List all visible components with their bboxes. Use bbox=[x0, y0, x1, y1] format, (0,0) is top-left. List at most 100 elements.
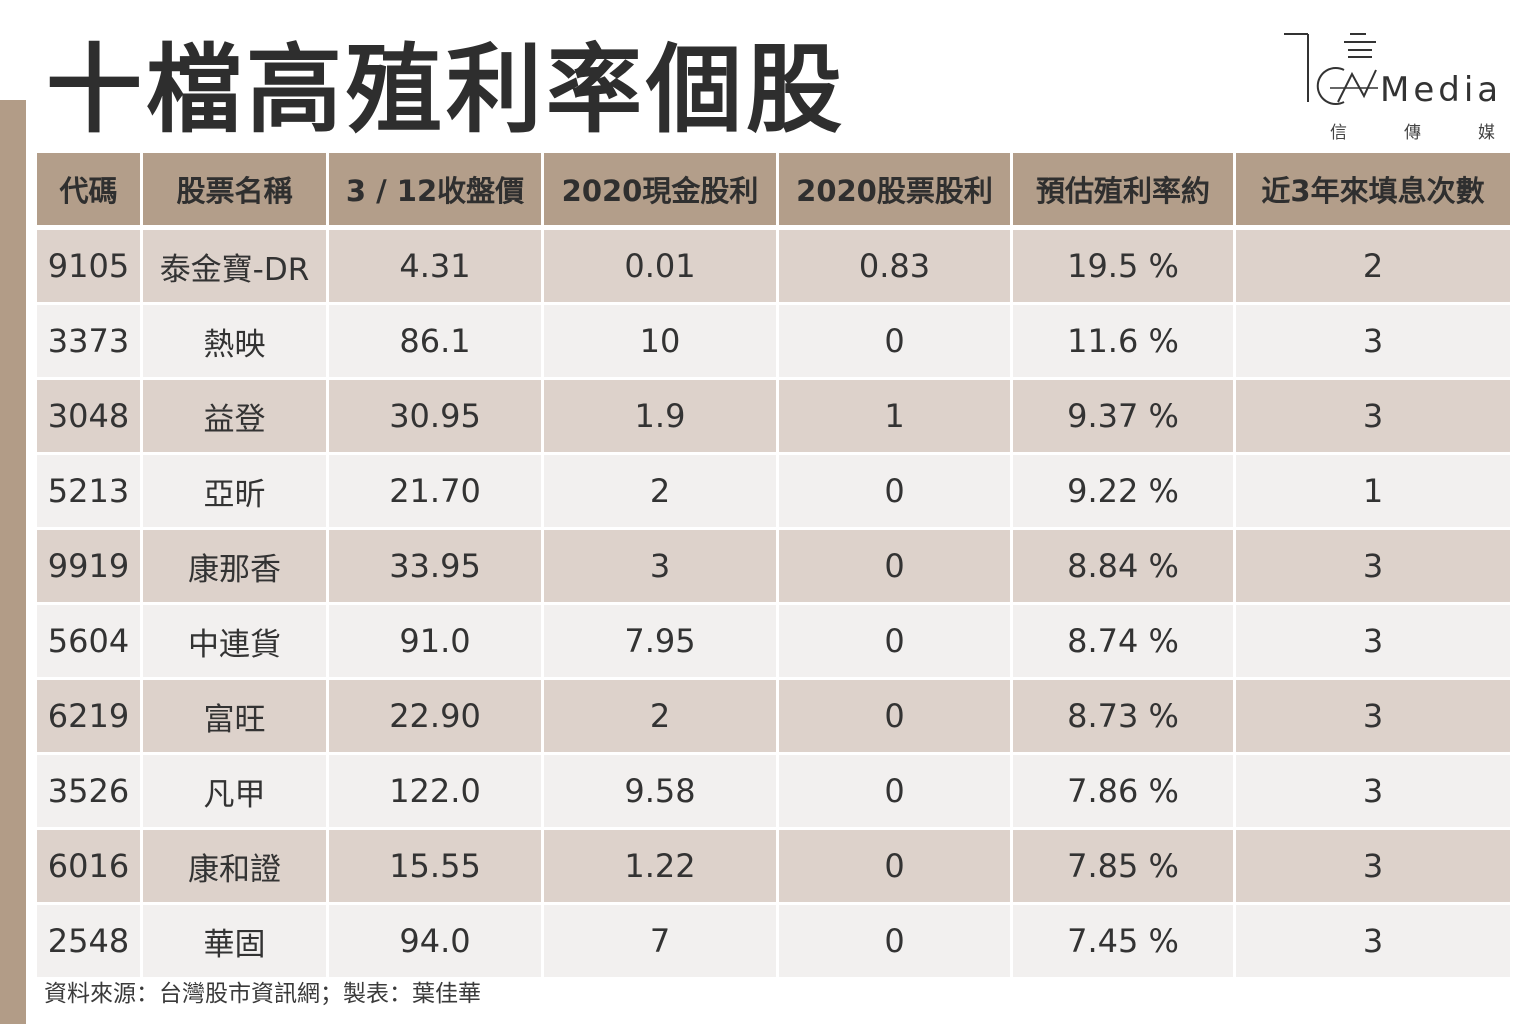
fill-count-cell: 3 bbox=[1236, 905, 1510, 980]
cash-dividend-cell: 7.95 bbox=[544, 605, 779, 680]
fill-count-cell: 3 bbox=[1236, 305, 1510, 380]
stock-name-cell: 華固 bbox=[143, 905, 329, 980]
close-price-cell: 122.0 bbox=[329, 755, 544, 830]
fill-count-cell: 3 bbox=[1236, 680, 1510, 755]
yield-cell: 9.37 % bbox=[1013, 380, 1236, 455]
stock-code-cell: 5213 bbox=[37, 455, 143, 530]
stock-name-cell: 中連貨 bbox=[143, 605, 329, 680]
logo-chinese-name: 信 傳 媒 bbox=[1330, 118, 1495, 143]
yield-cell: 19.5 % bbox=[1013, 230, 1236, 305]
cash-dividend-cell: 9.58 bbox=[544, 755, 779, 830]
fill-count-cell: 3 bbox=[1236, 830, 1510, 905]
stock-dividend-cell: 1 bbox=[779, 380, 1013, 455]
stock-dividend-cell: 0 bbox=[779, 905, 1013, 980]
fill-count-cell: 3 bbox=[1236, 530, 1510, 605]
source-note: 資料來源：台灣股市資訊網；製表：葉佳華 bbox=[44, 981, 481, 1007]
table-row: 9105 泰金寶-DR 4.31 0.01 0.83 19.5 % 2 bbox=[37, 230, 1510, 305]
stock-code-cell: 9105 bbox=[37, 230, 143, 305]
dividend-table-container: 代碼 股票名稱 3 / 12收盤價 2020現金股利 2020股票股利 預估殖利… bbox=[37, 153, 1510, 980]
close-price-cell: 33.95 bbox=[329, 530, 544, 605]
stock-name-cell: 熱映 bbox=[143, 305, 329, 380]
stock-dividend-cell: 0 bbox=[779, 755, 1013, 830]
yield-cell: 11.6 % bbox=[1013, 305, 1236, 380]
column-header: 預估殖利率約 bbox=[1013, 153, 1236, 230]
yield-cell: 7.45 % bbox=[1013, 905, 1236, 980]
table-row: 3048 益登 30.95 1.9 1 9.37 % 3 bbox=[37, 380, 1510, 455]
stock-dividend-cell: 0 bbox=[779, 305, 1013, 380]
cash-dividend-cell: 10 bbox=[544, 305, 779, 380]
table-row: 3373 熱映 86.1 10 0 11.6 % 3 bbox=[37, 305, 1510, 380]
cash-dividend-cell: 3 bbox=[544, 530, 779, 605]
close-price-cell: 86.1 bbox=[329, 305, 544, 380]
stock-code-cell: 5604 bbox=[37, 605, 143, 680]
fill-count-cell: 1 bbox=[1236, 455, 1510, 530]
yield-cell: 9.22 % bbox=[1013, 455, 1236, 530]
cash-dividend-cell: 1.22 bbox=[544, 830, 779, 905]
stock-code-cell: 9919 bbox=[37, 530, 143, 605]
column-header: 代碼 bbox=[37, 153, 143, 230]
table-row: 5604 中連貨 91.0 7.95 0 8.74 % 3 bbox=[37, 605, 1510, 680]
yield-cell: 7.86 % bbox=[1013, 755, 1236, 830]
brand-logo: Media 信 傳 媒 bbox=[1280, 30, 1510, 145]
stock-dividend-cell: 0 bbox=[779, 680, 1013, 755]
table-header-row: 代碼 股票名稱 3 / 12收盤價 2020現金股利 2020股票股利 預估殖利… bbox=[37, 153, 1510, 230]
close-price-cell: 30.95 bbox=[329, 380, 544, 455]
close-price-cell: 4.31 bbox=[329, 230, 544, 305]
table-row: 6219 富旺 22.90 2 0 8.73 % 3 bbox=[37, 680, 1510, 755]
cash-dividend-cell: 7 bbox=[544, 905, 779, 980]
table-row: 2548 華固 94.0 7 0 7.45 % 3 bbox=[37, 905, 1510, 980]
yield-cell: 8.84 % bbox=[1013, 530, 1236, 605]
column-header: 2020現金股利 bbox=[544, 153, 779, 230]
yield-cell: 8.73 % bbox=[1013, 680, 1236, 755]
table-row: 3526 凡甲 122.0 9.58 0 7.86 % 3 bbox=[37, 755, 1510, 830]
stock-name-cell: 益登 bbox=[143, 380, 329, 455]
table-row: 6016 康和證 15.55 1.22 0 7.85 % 3 bbox=[37, 830, 1510, 905]
fill-count-cell: 2 bbox=[1236, 230, 1510, 305]
logo-char: 信 bbox=[1330, 123, 1347, 143]
close-price-cell: 22.90 bbox=[329, 680, 544, 755]
yield-cell: 8.74 % bbox=[1013, 605, 1236, 680]
column-header: 股票名稱 bbox=[143, 153, 329, 230]
stock-dividend-cell: 0.83 bbox=[779, 230, 1013, 305]
close-price-cell: 21.70 bbox=[329, 455, 544, 530]
stock-name-cell: 亞昕 bbox=[143, 455, 329, 530]
cash-dividend-cell: 2 bbox=[544, 455, 779, 530]
table-row: 5213 亞昕 21.70 2 0 9.22 % 1 bbox=[37, 455, 1510, 530]
stock-dividend-cell: 0 bbox=[779, 530, 1013, 605]
stock-name-cell: 富旺 bbox=[143, 680, 329, 755]
stock-code-cell: 6219 bbox=[37, 680, 143, 755]
stock-name-cell: 凡甲 bbox=[143, 755, 329, 830]
yield-cell: 7.85 % bbox=[1013, 830, 1236, 905]
cash-dividend-cell: 0.01 bbox=[544, 230, 779, 305]
column-header: 近3年來填息次數 bbox=[1236, 153, 1510, 230]
page-title: 十檔高殖利率個股 bbox=[46, 34, 846, 146]
stock-code-cell: 3048 bbox=[37, 380, 143, 455]
close-price-cell: 15.55 bbox=[329, 830, 544, 905]
dividend-table: 代碼 股票名稱 3 / 12收盤價 2020現金股利 2020股票股利 預估殖利… bbox=[37, 153, 1510, 980]
fill-count-cell: 3 bbox=[1236, 380, 1510, 455]
left-accent-bar bbox=[0, 100, 26, 1024]
stock-dividend-cell: 0 bbox=[779, 830, 1013, 905]
fill-count-cell: 3 bbox=[1236, 755, 1510, 830]
stock-code-cell: 6016 bbox=[37, 830, 143, 905]
logo-char: 媒 bbox=[1478, 123, 1495, 143]
column-header: 2020股票股利 bbox=[779, 153, 1013, 230]
stock-name-cell: 康那香 bbox=[143, 530, 329, 605]
close-price-cell: 91.0 bbox=[329, 605, 544, 680]
column-header: 3 / 12收盤價 bbox=[329, 153, 544, 230]
cash-dividend-cell: 1.9 bbox=[544, 380, 779, 455]
logo-wordmark: Media bbox=[1380, 70, 1503, 110]
stock-dividend-cell: 0 bbox=[779, 605, 1013, 680]
fill-count-cell: 3 bbox=[1236, 605, 1510, 680]
stock-name-cell: 康和證 bbox=[143, 830, 329, 905]
stock-dividend-cell: 0 bbox=[779, 455, 1013, 530]
stock-name-cell: 泰金寶-DR bbox=[143, 230, 329, 305]
stock-code-cell: 2548 bbox=[37, 905, 143, 980]
logo-mark-icon bbox=[1284, 33, 1378, 105]
table-row: 9919 康那香 33.95 3 0 8.84 % 3 bbox=[37, 530, 1510, 605]
stock-code-cell: 3526 bbox=[37, 755, 143, 830]
cash-dividend-cell: 2 bbox=[544, 680, 779, 755]
stock-code-cell: 3373 bbox=[37, 305, 143, 380]
logo-char: 傳 bbox=[1404, 123, 1421, 143]
close-price-cell: 94.0 bbox=[329, 905, 544, 980]
